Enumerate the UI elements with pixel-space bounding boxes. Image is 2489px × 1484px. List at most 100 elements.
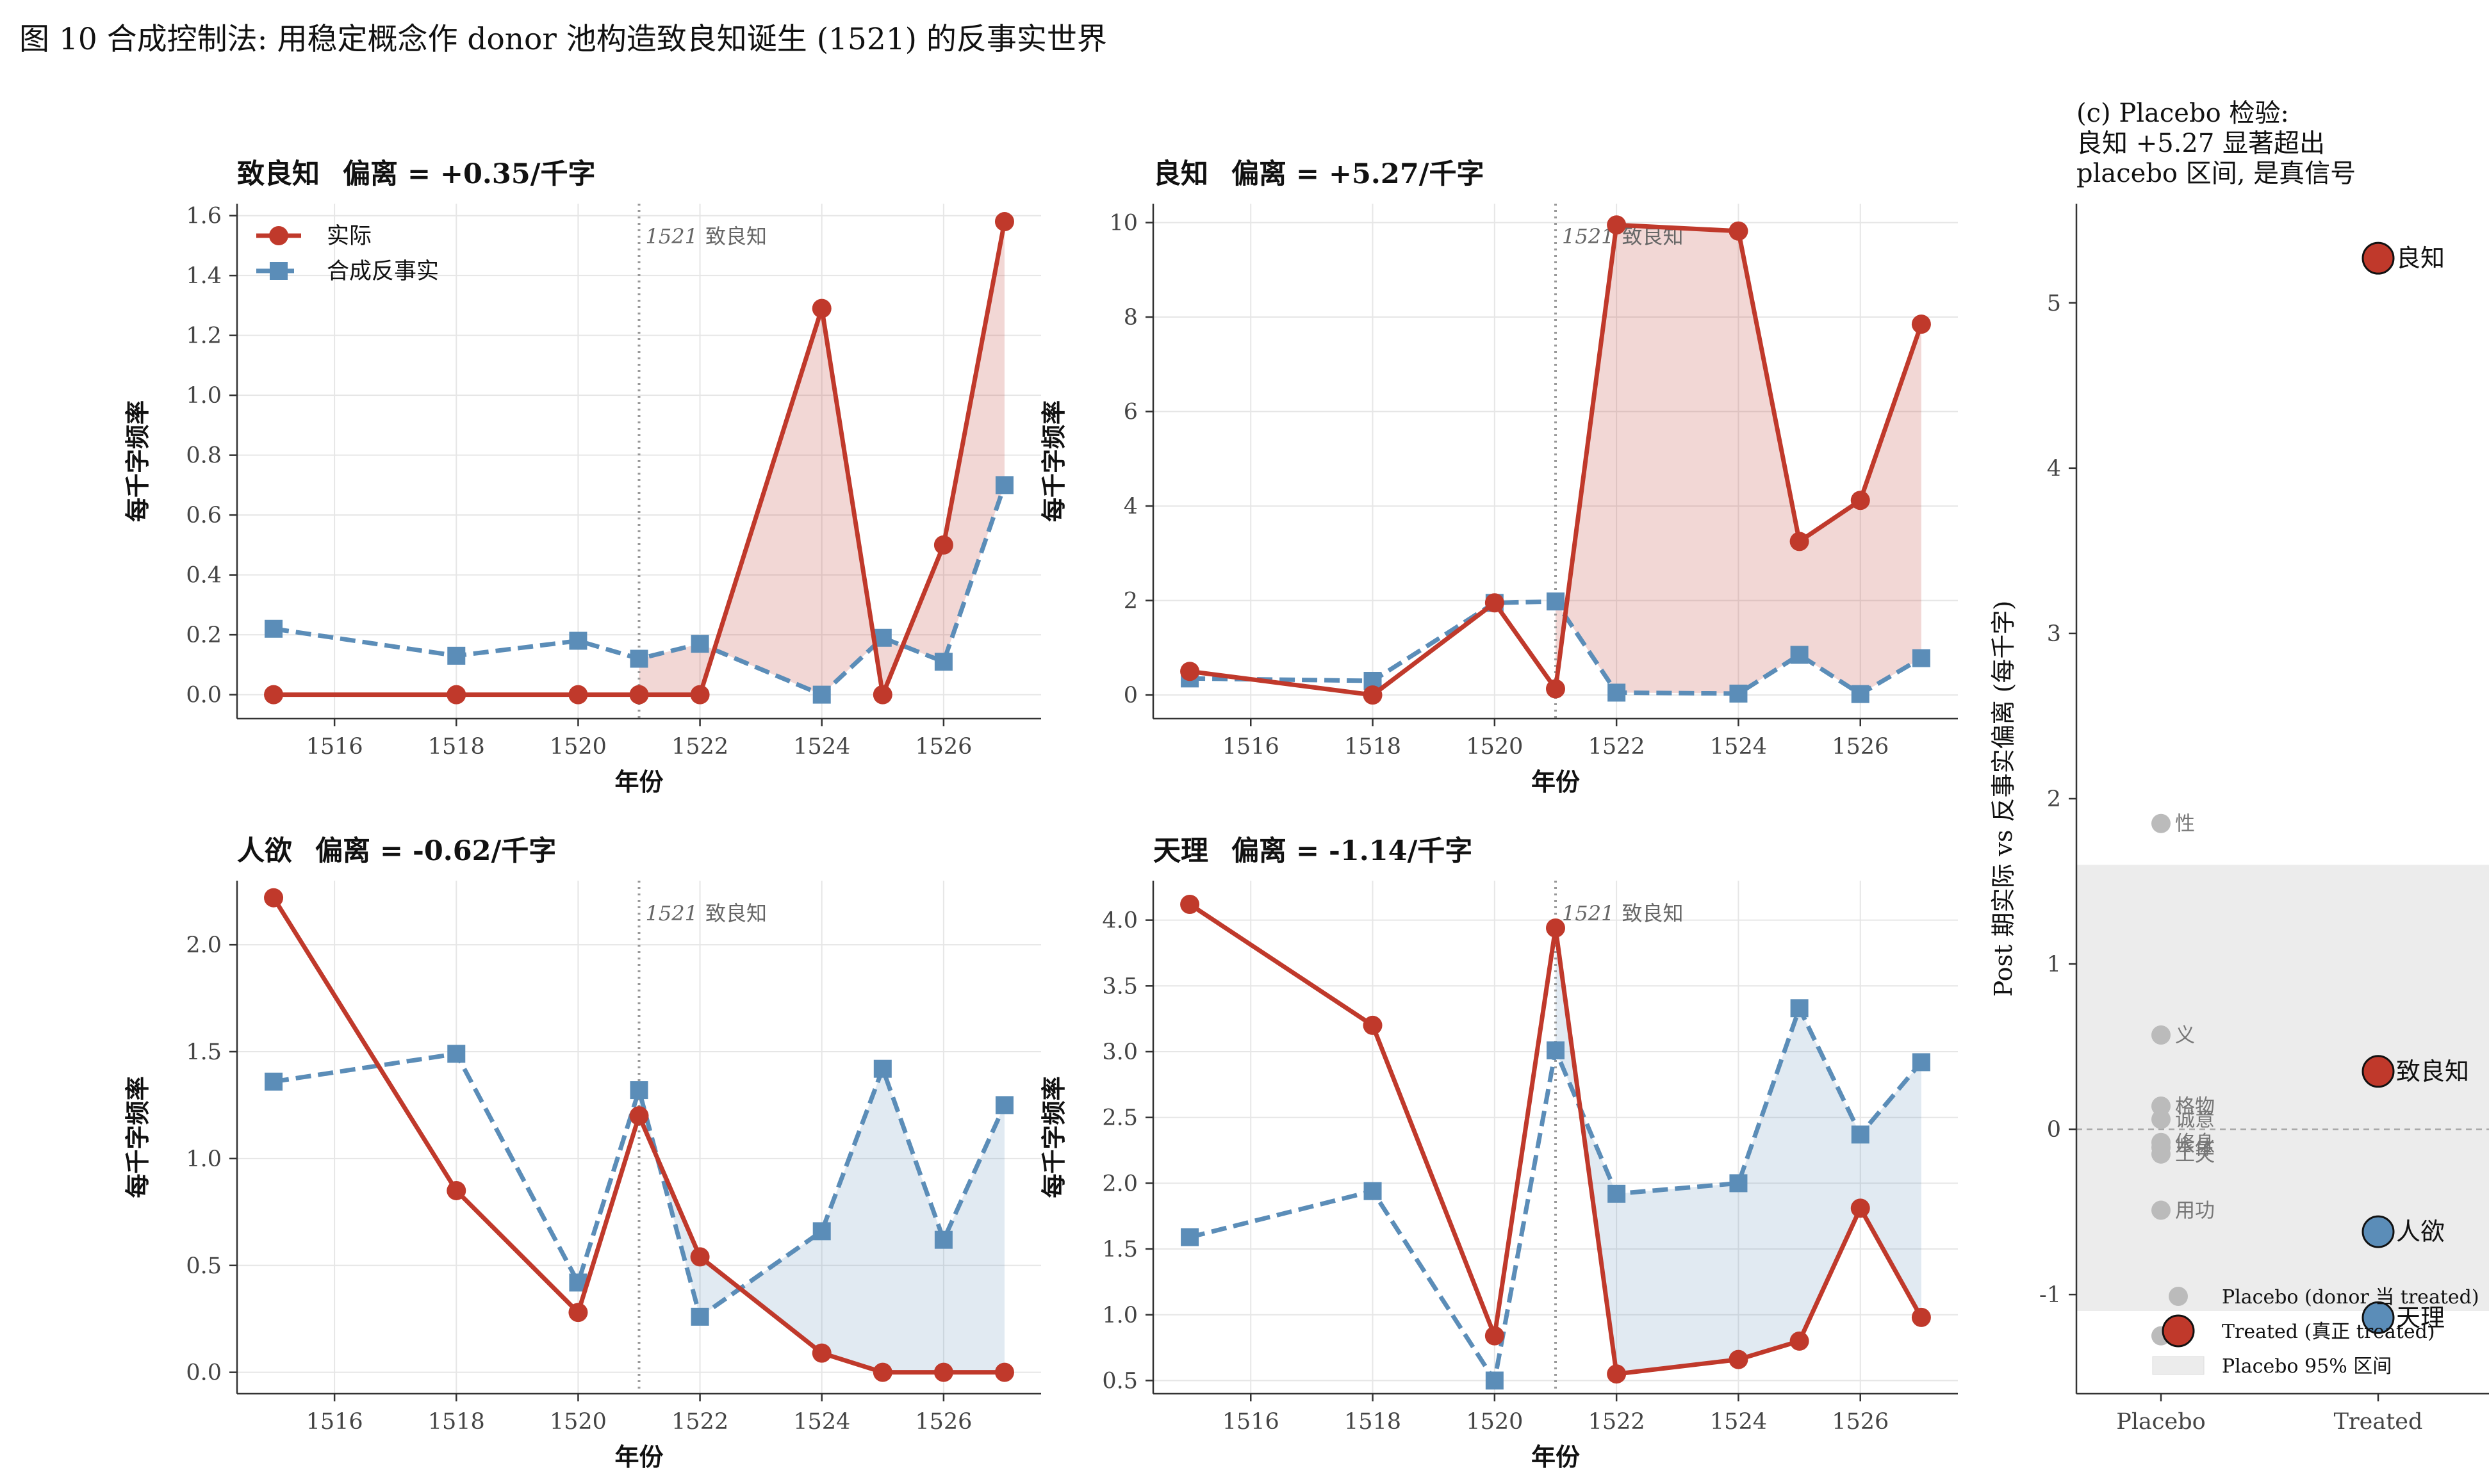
y-tick-label: 0.2 <box>186 623 222 648</box>
synthetic-point <box>873 1059 892 1078</box>
panel-title-label: 偏离 = <box>315 835 413 867</box>
placebo-point-label: 性 <box>2175 813 2195 836</box>
treated-point <box>2362 1215 2395 1248</box>
panel-title-concept: 天理 <box>1153 835 1208 867</box>
x-tick-label: 1516 <box>306 1409 363 1435</box>
placebo-point <box>2151 1200 2171 1220</box>
y-tick-label: 0.0 <box>186 1360 222 1386</box>
panel-title-label: 偏离 = <box>1231 835 1329 867</box>
legend-actual-label: 实际 <box>327 224 372 249</box>
x-tick-label: 1524 <box>1710 1409 1767 1435</box>
y-tick-label: 1.5 <box>186 1040 222 1065</box>
y-tick-label: 3 <box>2047 621 2061 647</box>
y-tick-label: 4.0 <box>1102 908 1138 934</box>
event-annotation: 1521 致良知 <box>1562 901 1683 925</box>
synthetic-point <box>934 1230 953 1249</box>
placebo-point-label: 义 <box>2175 1024 2195 1047</box>
x-tick-label: 1522 <box>671 734 728 760</box>
actual-point <box>568 1303 588 1323</box>
y-axis-label: 每千字频率 <box>1039 400 1068 522</box>
actual-point <box>690 685 710 705</box>
panel-title-unit: /千字 <box>491 835 557 867</box>
synthetic-point <box>1790 646 1809 664</box>
actual-point <box>933 535 953 555</box>
y-tick-label: 1.2 <box>186 323 222 349</box>
y-tick-label: 0.8 <box>186 443 222 469</box>
placebo-point-label: 本体 <box>2175 1136 2215 1159</box>
y-tick-label: 2.0 <box>186 933 222 958</box>
panel-1: 1521 致良知 1516 1518 1520 1522 1524 1526 0.0 0.2 0.4… <box>123 158 1041 796</box>
synthetic-point <box>812 685 831 704</box>
panel-4: 1521 致良知 1516 1518 1520 1522 1524 1526 0.5 1.0 1.5… <box>1039 835 1958 1471</box>
panel-title: 天理 偏离 = -1.14/千字 <box>1153 835 1472 867</box>
y-tick-label: 0.5 <box>1102 1368 1138 1394</box>
event-label: 致良知 <box>705 901 767 925</box>
synthetic-point <box>1912 1053 1930 1072</box>
panel-title: 致良知 偏离 = +0.35/千字 <box>237 158 595 190</box>
x-axis-label: 年份 <box>614 1442 663 1471</box>
panel-title-concept: 致良知 <box>237 158 320 190</box>
x-tick-label: 1524 <box>793 734 850 760</box>
synthetic-point <box>1790 999 1809 1018</box>
panel-title-label: 偏离 = <box>1231 158 1329 190</box>
event-year: 1521 <box>646 224 698 249</box>
panel-title-value: +0.35 <box>440 158 530 190</box>
legend-band-swatch <box>2152 1356 2205 1375</box>
x-tick-label: 1522 <box>1588 734 1645 760</box>
panel-title-unit: /千字 <box>530 158 596 190</box>
y-tick-label: 0 <box>2047 1117 2061 1143</box>
legend-treated-marker <box>2162 1314 2195 1348</box>
y-axis-label: 每千字频率 <box>123 400 152 522</box>
actual-point <box>264 888 284 908</box>
synthetic-point <box>691 635 709 653</box>
actual-point <box>1729 221 1748 241</box>
synthetic-point <box>1729 1174 1748 1193</box>
actual-point <box>812 298 832 318</box>
synthetic-point <box>691 1307 709 1326</box>
panel-title: 良知 偏离 = +5.27/千字 <box>1153 158 1484 190</box>
actual-point <box>1484 1326 1504 1346</box>
x-axis-label: 年份 <box>614 767 663 796</box>
treated-point-label: 良知 <box>2396 244 2445 272</box>
x-tick-label: 1518 <box>428 734 485 760</box>
x-tick-label: 1520 <box>1466 1409 1523 1435</box>
panel-title-unit: /千字 <box>1419 158 1484 190</box>
placebo-point <box>2151 1109 2171 1129</box>
x-axis-label: 年份 <box>1531 1442 1580 1471</box>
actual-point <box>1911 1307 1931 1327</box>
y-tick-label: 2.5 <box>1102 1105 1138 1131</box>
y-tick-label: 1.5 <box>1102 1237 1138 1262</box>
actual-point <box>447 685 466 705</box>
y-tick-label: 1.6 <box>186 204 222 229</box>
synthetic-point <box>995 1096 1014 1114</box>
synthetic-point <box>265 619 283 638</box>
x-tick-label: 1520 <box>1466 734 1523 760</box>
x-tick-label: 1520 <box>550 1409 607 1435</box>
panel-title: 人欲 偏离 = -0.62/千字 <box>237 835 556 867</box>
actual-point <box>1180 894 1200 914</box>
event-year: 1521 <box>646 901 698 925</box>
x-tick-label: 1526 <box>1832 1409 1889 1435</box>
y-tick-label: 10 <box>1109 211 1138 236</box>
synthetic-point <box>1912 649 1930 667</box>
actual-point <box>1546 679 1565 699</box>
y-tick-label: 4 <box>2047 456 2061 482</box>
actual-point <box>1607 1364 1627 1384</box>
x-tick-label: 1518 <box>1344 1409 1401 1435</box>
panel-title-concept: 人欲 <box>237 835 292 867</box>
placebo-95-band <box>2076 865 2489 1311</box>
legend-synthetic-label: 合成反事实 <box>327 259 439 284</box>
x-tick-label: 1524 <box>793 1409 850 1435</box>
treated-point <box>2362 1301 2395 1334</box>
x-tick-label: Treated <box>2334 1409 2423 1435</box>
legend-band-label: Placebo 95% 区间 <box>2222 1355 2392 1378</box>
actual-point <box>1363 685 1383 705</box>
synthetic-point <box>447 1045 466 1063</box>
synthetic-point <box>1851 685 1869 703</box>
placebo-point-label: 格物 <box>2175 1095 2215 1118</box>
y-tick-label: 0.6 <box>186 503 222 528</box>
gap-fill-area <box>639 222 1005 695</box>
legend-treated-label: Treated (真正 treated) <box>2222 1321 2435 1343</box>
